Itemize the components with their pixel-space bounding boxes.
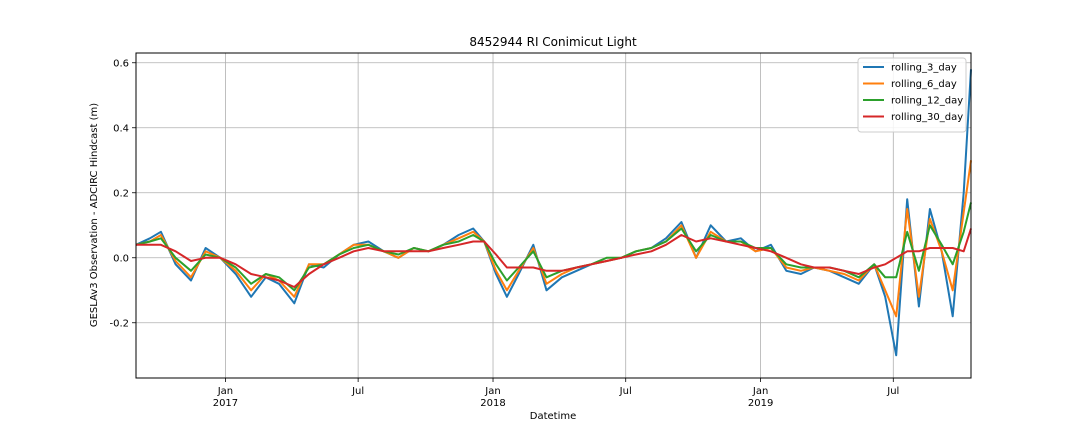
y-axis-label: GESLAv3 Observation - ADCIRC Hindcast (m… (89, 103, 100, 327)
legend-label: rolling_6_day (891, 79, 957, 90)
plot-area-frame (135, 52, 972, 379)
legend-label: rolling_3_day (891, 63, 957, 74)
legend-box (857, 57, 967, 133)
y-tick-label: 0.4 (113, 123, 129, 134)
y-tick-label: 0.2 (113, 188, 129, 199)
x-tick-label: Jan (217, 386, 233, 397)
x-tick-label: Jul (351, 386, 364, 397)
y-tick-label: 0.6 (113, 58, 129, 69)
series-line-rolling-30-day (136, 228, 972, 288)
x-tick-label: Jan (484, 386, 500, 397)
x-tick-label: Jan (752, 386, 768, 397)
x-tick-label: Jul (619, 386, 632, 397)
grid (136, 53, 971, 378)
series-lines (135, 69, 972, 357)
legend-label: rolling_30_day (891, 112, 963, 123)
x-axis-label: Datetime (530, 411, 577, 422)
x-tick-year-label: 2017 (213, 398, 238, 409)
chart-title: 8452944 RI Conimicut Light (469, 35, 637, 49)
x-tick-year-label: 2019 (748, 398, 773, 409)
x-tick-label: Jul (886, 386, 899, 397)
y-tick-label: -0.2 (109, 318, 129, 329)
x-tick-year-label: 2018 (480, 398, 505, 409)
legend-label: rolling_12_day (891, 96, 963, 107)
y-tick-label: 0.0 (113, 253, 129, 264)
legend: rolling_3_day rolling_6_day rolling_12_day… (857, 57, 967, 133)
series-line-rolling-3-day (135, 69, 972, 357)
